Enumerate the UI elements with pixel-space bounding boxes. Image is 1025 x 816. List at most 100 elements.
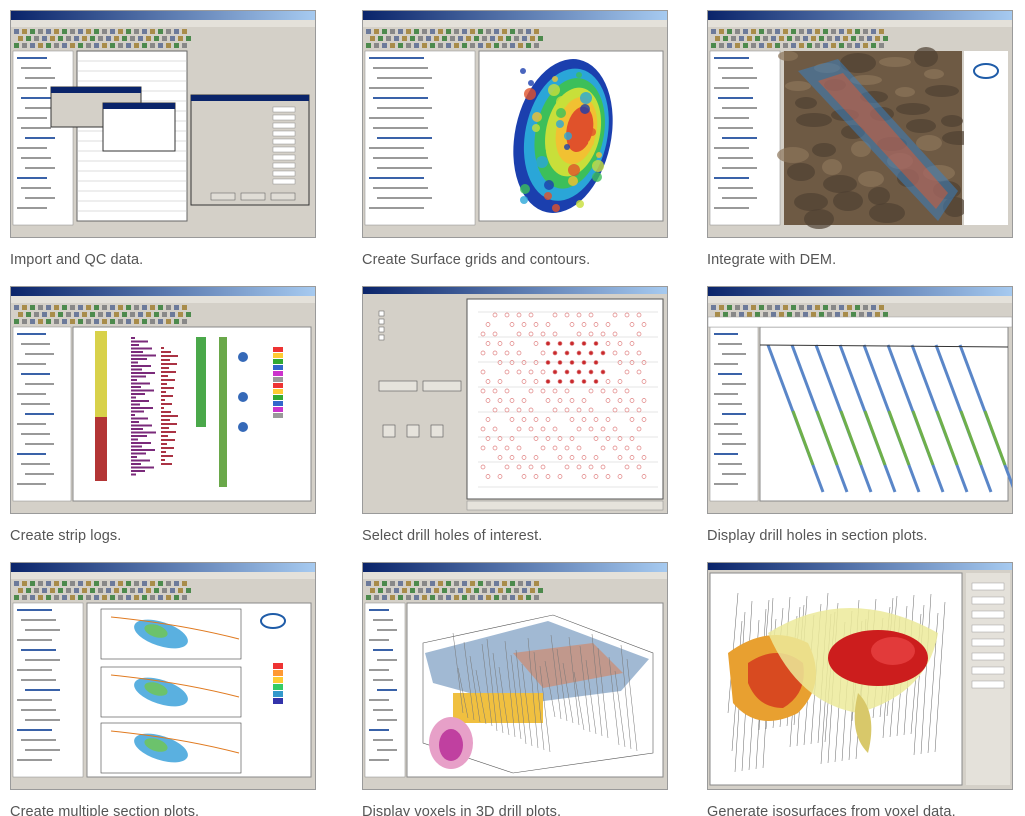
toolbar-icon [454, 29, 459, 34]
drill-hole [480, 369, 486, 375]
contour-spot [592, 160, 604, 172]
drill-hole [600, 350, 606, 356]
toolbar-icon [418, 588, 423, 593]
screenshot [707, 10, 1013, 238]
toolbar-icon [26, 588, 31, 593]
drill-hole [581, 322, 587, 327]
toolbar-icon [446, 595, 451, 600]
toolbar-icon [530, 36, 535, 41]
drill-trace [911, 410, 935, 466]
toolbar-icon [102, 43, 107, 48]
drill-hole [629, 436, 635, 441]
isosurface [854, 693, 872, 753]
toolbar-icon [58, 588, 63, 593]
toolbar-icon [430, 29, 435, 34]
toolbar-icon [134, 581, 139, 586]
toolbar-icon [38, 305, 43, 310]
drill-trace [585, 659, 597, 735]
drill-hole [480, 464, 486, 470]
title-bar [363, 11, 667, 20]
toolbar-icon [114, 36, 119, 41]
drill-hole [504, 350, 510, 356]
contour-spot [556, 96, 568, 108]
toolbar-icon [478, 595, 483, 600]
drill-hole [600, 388, 606, 394]
toolbar-icon [747, 312, 752, 317]
toolbar-icon [162, 588, 167, 593]
toc-line [722, 107, 757, 109]
toolbar-icon [34, 36, 39, 41]
toolbar-icon [779, 36, 784, 41]
toolbar-icon [386, 36, 391, 41]
toolbar-icon [450, 36, 455, 41]
drill-hole [516, 369, 522, 375]
drill-trace [791, 410, 815, 466]
drill-hole [492, 407, 498, 413]
toolbar-icon [54, 29, 59, 34]
terrain [795, 97, 817, 109]
toc-line [369, 177, 424, 179]
toolbar-icon [827, 36, 832, 41]
drill-hole [569, 341, 575, 346]
toolbar-icon [839, 29, 844, 34]
section-core [144, 624, 168, 638]
log-bar [161, 435, 168, 437]
toolbar-icon [795, 36, 800, 41]
caption: Integrate with DEM. [707, 252, 837, 268]
log-bar [161, 459, 165, 461]
toolbar-icon [863, 43, 868, 48]
drill-hole [581, 360, 587, 365]
toolbar-icon [751, 29, 756, 34]
drill-hole [545, 436, 551, 441]
drill-hole [636, 350, 642, 356]
toolbar-icon [478, 581, 483, 586]
toc-line [25, 413, 54, 415]
drill-hole [552, 331, 558, 337]
toolbar-icon [791, 43, 796, 48]
drill-hole [533, 341, 539, 346]
drill-hole [533, 417, 539, 422]
toolbar-icon [414, 595, 419, 600]
toolbar-icon [462, 581, 467, 586]
toc-line [369, 57, 424, 59]
toolbar-icon [154, 36, 159, 41]
drill-hole [516, 426, 522, 432]
drill-trace [492, 652, 504, 734]
log-bar [161, 407, 164, 409]
toolbar-icon [74, 36, 79, 41]
panel: Import and QC data. [10, 10, 316, 268]
toolbar-icon [134, 43, 139, 48]
toc-line [377, 197, 432, 199]
toolbar-icon [454, 581, 459, 586]
toc-line [714, 423, 738, 425]
toolbar-icon [855, 305, 860, 310]
toolbar-icon [94, 305, 99, 310]
toc-line [377, 689, 397, 691]
toolbar-icon [731, 312, 736, 317]
drill-hole [624, 445, 630, 451]
drill-hole [612, 350, 618, 356]
drill-hole [576, 331, 582, 337]
toc-line [17, 609, 52, 611]
log-bar [161, 451, 166, 453]
drill-hole [492, 445, 498, 451]
drill-hole [641, 398, 647, 403]
drill-trace [533, 651, 545, 751]
checkbox [378, 318, 385, 325]
toc-line [718, 343, 742, 345]
toolbar-icon [90, 36, 95, 41]
log-bar [161, 427, 169, 429]
toolbar-icon [430, 43, 435, 48]
option-field [272, 178, 296, 185]
drill-hole [504, 464, 510, 470]
log-bar [131, 389, 154, 392]
drill-trace [983, 410, 1007, 466]
drill-hole [552, 350, 558, 356]
toolbar-icon [771, 312, 776, 317]
drill-hole [612, 445, 618, 451]
drill-hole [528, 407, 534, 413]
drill-hole [593, 341, 599, 346]
log-track [95, 417, 107, 481]
toc-line [25, 383, 54, 385]
toolbar-icon [78, 29, 83, 34]
